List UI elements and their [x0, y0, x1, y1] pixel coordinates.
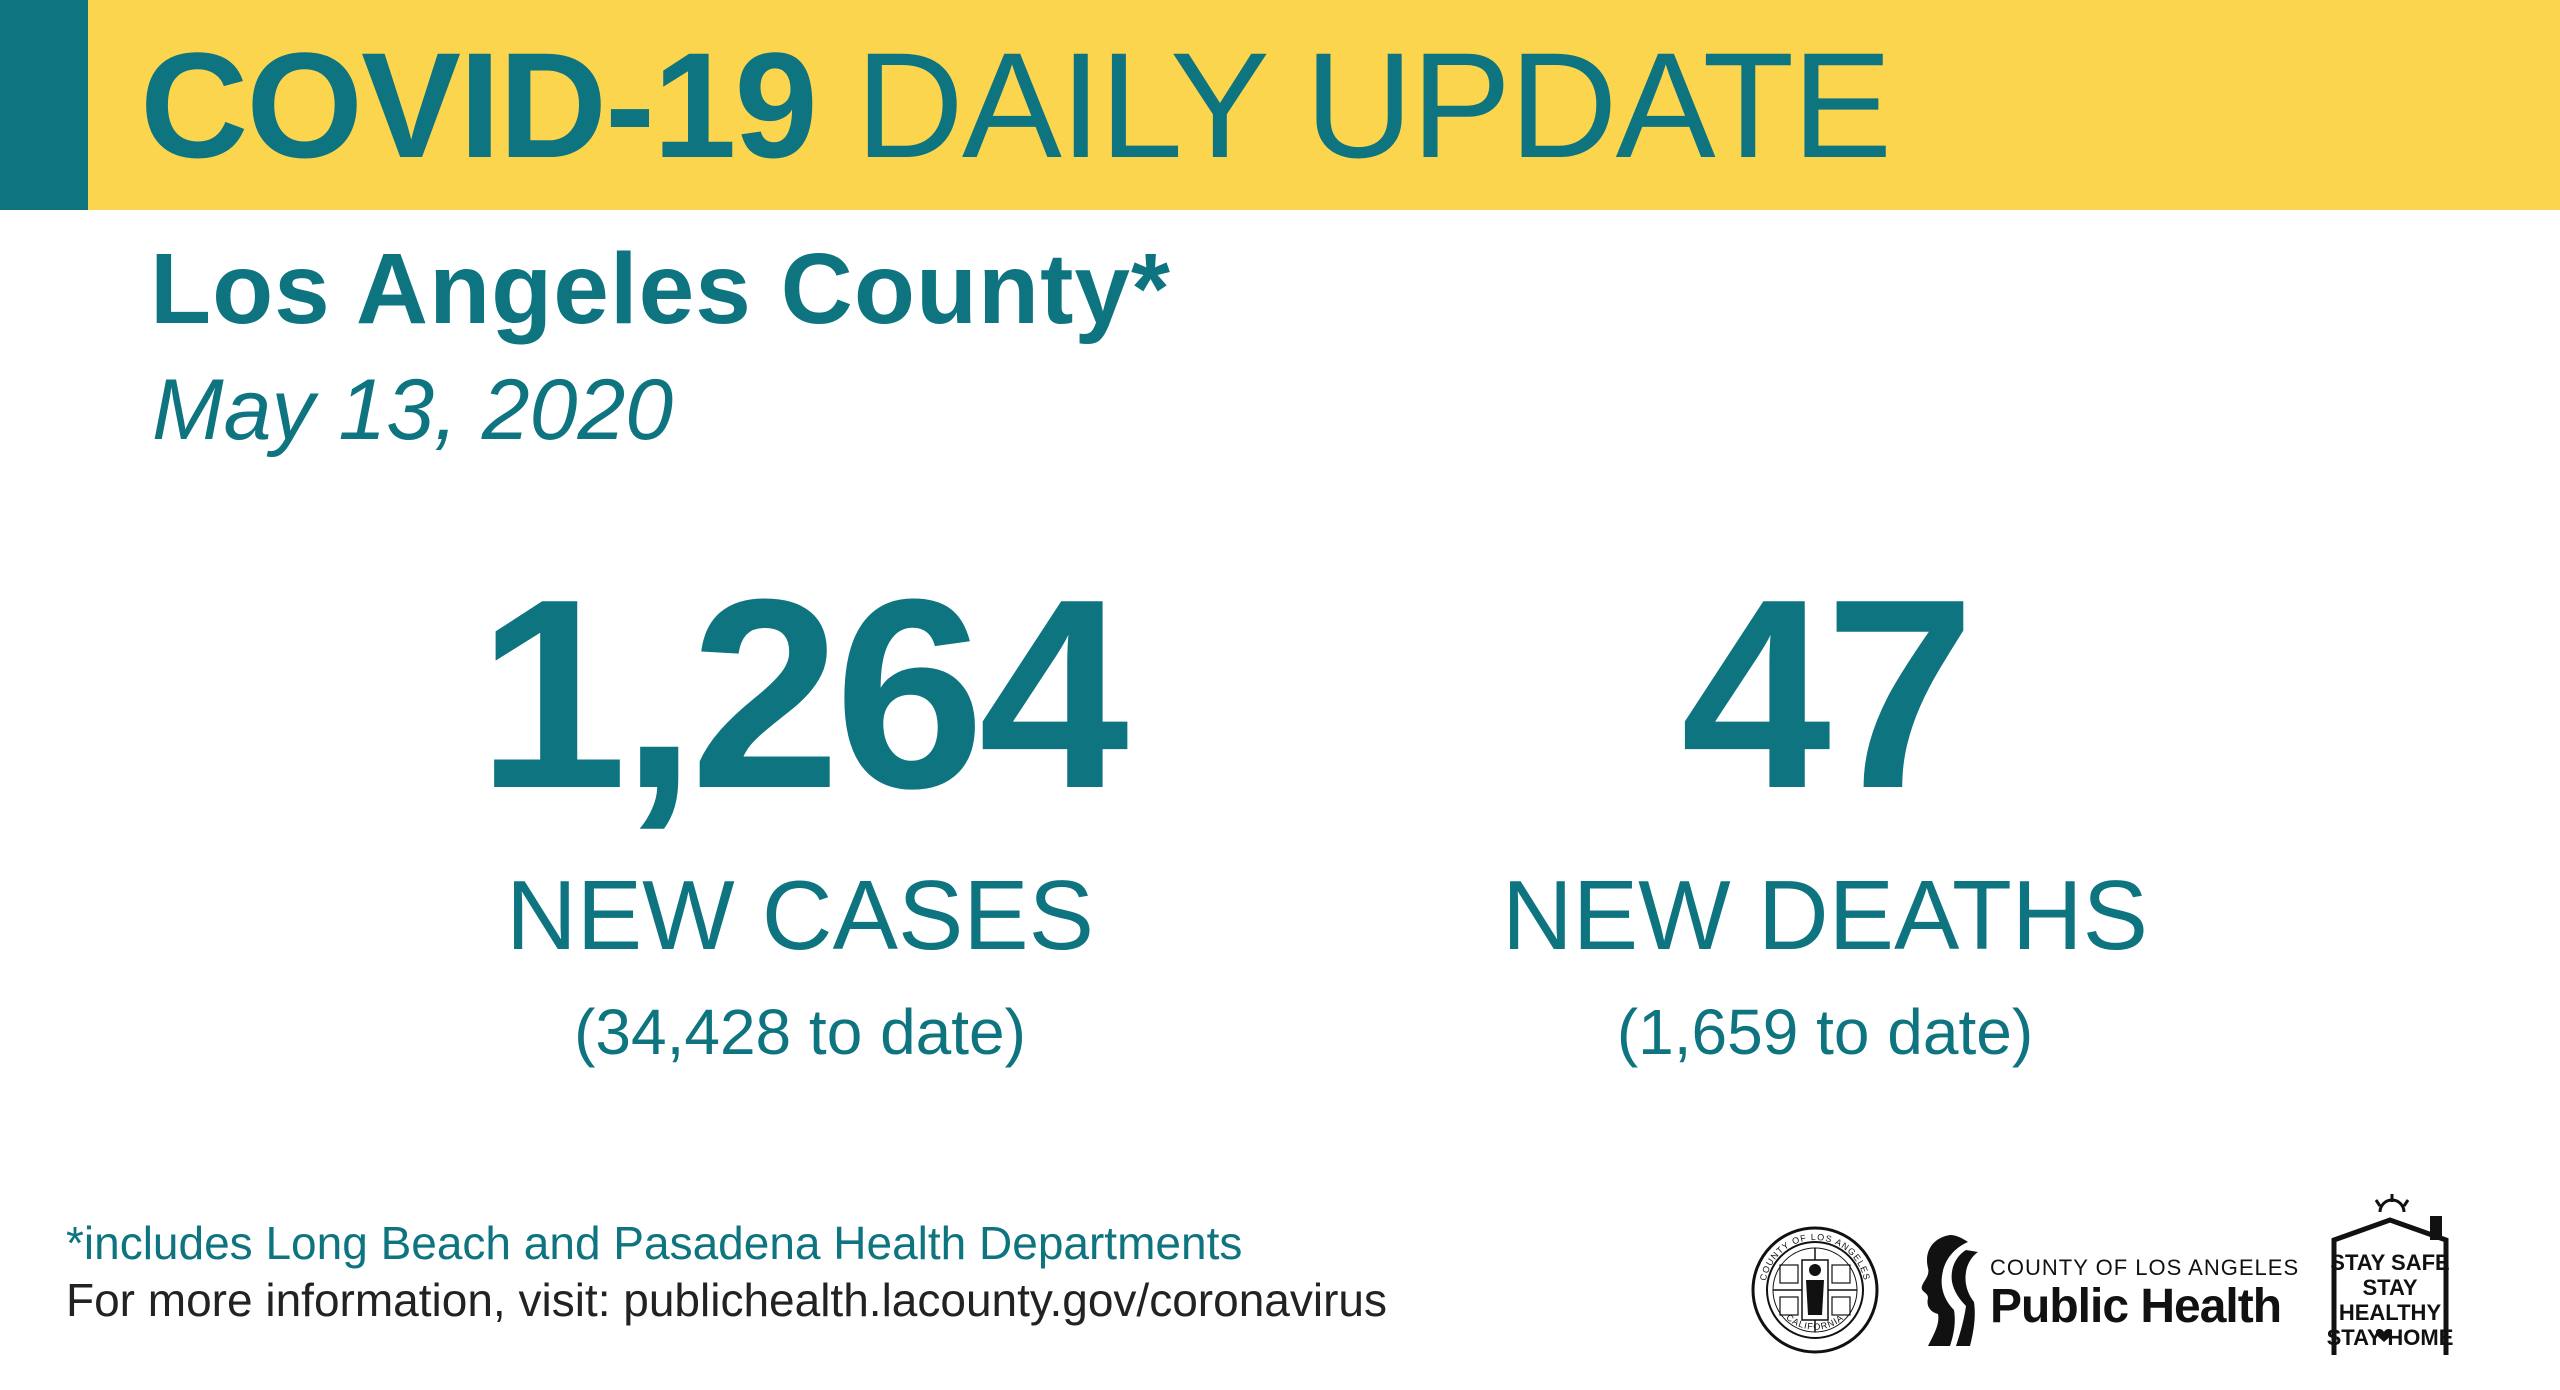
stay-line-2: STAY HEALTHY	[2338, 1275, 2442, 1325]
profiles-icon	[1921, 1235, 1978, 1346]
more-info: For more information, visit: publichealt…	[66, 1272, 1387, 1328]
report-date: May 13, 2020	[152, 362, 674, 458]
banner-title-bold: COVID-19	[140, 21, 818, 189]
public-health-logo: COUNTY OF LOS ANGELES Public Health	[1910, 1230, 2298, 1350]
stay-line-3: STAY HOME	[2326, 1325, 2454, 1350]
county-seal-icon: COUNTY OF LOS ANGELES CALIFORNIA	[1751, 1226, 1879, 1354]
logo-strip: COUNTY OF LOS ANGELES CALIFORNIA COUNTY …	[1750, 1190, 2470, 1360]
stay-safe-text: STAY SAFE STAY HEALTHY STAY HOME	[2320, 1250, 2460, 1350]
county-heading: Los Angeles County*	[150, 233, 1171, 345]
stay-line-1: STAY SAFE	[2330, 1250, 2450, 1275]
title-banner: COVID-19 DAILY UPDATE	[0, 0, 2560, 210]
banner-accent-bar	[0, 0, 88, 210]
new-cases-label: NEW CASES	[505, 860, 1095, 970]
new-deaths-label: NEW DEATHS	[1501, 860, 2149, 970]
more-info-link[interactable]: publichealth.lacounty.gov/coronavirus	[623, 1274, 1387, 1326]
new-cases-number: 1,264	[477, 544, 1129, 845]
more-info-prefix: For more information, visit:	[66, 1274, 624, 1326]
banner-title: COVID-19 DAILY UPDATE	[140, 30, 1892, 180]
banner-title-light: DAILY UPDATE	[855, 21, 1893, 189]
footnote: *includes Long Beach and Pasadena Health…	[66, 1217, 1243, 1269]
stay-safe-logo: STAY SAFE STAY HEALTHY STAY HOME	[2320, 1190, 2460, 1360]
deaths-to-date: (1,659 to date)	[1616, 996, 2034, 1068]
public-health-name: Public Health	[1990, 1280, 2282, 1333]
public-health-county: COUNTY OF LOS ANGELES	[1990, 1255, 2300, 1280]
new-deaths-number: 47	[1680, 544, 1975, 845]
cases-to-date: (34,428 to date)	[574, 996, 1026, 1068]
house-sun-icon	[2331, 1194, 2449, 1355]
